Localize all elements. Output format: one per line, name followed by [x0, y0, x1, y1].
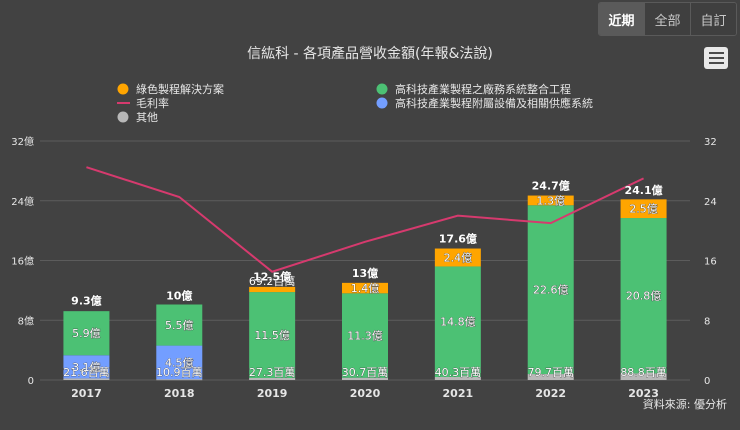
bar-data-label: 22.6億: [533, 284, 569, 297]
bar-data-label: 30.7百萬: [342, 366, 389, 379]
bar-data-label: 14.8億: [440, 316, 476, 329]
y-left-tick-label: 24億: [11, 195, 34, 208]
bar-data-label: 5.9億: [72, 327, 101, 340]
bar-total-label: 13億: [352, 266, 378, 280]
bar-segment: [342, 293, 388, 378]
bar-segment: [249, 292, 296, 378]
bar-data-label: 4.5億: [165, 356, 194, 369]
bar-data-label: 2.5億: [629, 203, 658, 216]
bar-segment: [620, 218, 667, 374]
bar-segment: [434, 376, 481, 380]
x-tick-label: 2019: [257, 387, 288, 400]
bar-total-label: 10億: [166, 288, 192, 302]
x-tick-label: 2018: [164, 387, 195, 400]
range-tabs: 近期 全部 自訂: [598, 2, 737, 36]
bar-segment: [249, 377, 296, 380]
legend-marker: [117, 83, 129, 95]
bar-total-label: 9.3億: [71, 294, 102, 308]
y-right-tick-label: 8: [704, 316, 710, 327]
bar-data-label: 11.3億: [347, 330, 383, 343]
y-left-tick-label: 8億: [18, 314, 34, 327]
y-right-tick-label: 16: [704, 257, 717, 268]
bar-data-label: 2.4億: [444, 251, 473, 264]
x-tick-label: 2021: [443, 387, 474, 400]
bar-data-label: 5.5億: [165, 319, 194, 332]
bar-data-label: 69.2百萬: [249, 275, 296, 288]
legend-marker: [376, 83, 388, 95]
bar-data-label: 1.3億: [536, 194, 565, 207]
tab-all[interactable]: 全部: [644, 3, 690, 35]
bar-total-label: 24.1億: [625, 183, 663, 197]
bar-data-label: 20.8億: [626, 290, 662, 303]
bar-segment: [620, 199, 667, 219]
bar-total-label: 12.5億: [253, 270, 291, 284]
bar-segment: [156, 379, 203, 381]
x-tick-label: 2022: [535, 387, 566, 400]
bar-data-label: 1.4億: [351, 282, 380, 295]
x-tick-label: 2017: [71, 387, 102, 400]
bar-segment: [63, 355, 110, 379]
gross-margin-line: [86, 166, 645, 273]
tab-recent[interactable]: 近期: [599, 3, 644, 35]
x-tick-label: 2023: [628, 387, 659, 400]
bar-data-label: 40.3百萬: [435, 366, 482, 379]
bar-segment: [156, 345, 203, 380]
tab-custom[interactable]: 自訂: [690, 3, 736, 35]
bar-segment: [620, 373, 667, 380]
chart-title: 信紘科 - 各項產品營收金額(年報&法說): [247, 45, 493, 62]
bar-segment: [527, 205, 574, 375]
legend-marker: [376, 97, 388, 109]
bar-data-label: 88.8百萬: [620, 366, 667, 379]
x-tick-label: 2020: [350, 387, 381, 400]
legend-marker: [117, 111, 129, 123]
y-left-tick-label: 0: [28, 376, 34, 387]
bar-segment: [527, 195, 574, 206]
bar-segment: [434, 248, 481, 267]
y-right-tick-label: 0: [704, 376, 710, 387]
bar-data-label: 11.5億: [254, 329, 290, 342]
legend-label: 高科技產業製程附屬設備及相關供應系統: [395, 96, 593, 110]
bar-segment: [63, 311, 110, 356]
bar-segment: [527, 374, 574, 380]
bar-segment: [156, 304, 203, 346]
bar-total-label: 17.6億: [439, 232, 477, 246]
hamburger-menu-icon[interactable]: [704, 47, 728, 69]
legend-label: 其他: [136, 111, 158, 124]
legend-label: 毛利率: [136, 96, 169, 110]
legend-label: 綠色製程解決方案: [136, 82, 224, 96]
bar-segment: [249, 286, 296, 293]
y-left-tick-label: 16億: [11, 255, 34, 268]
bar-segment: [342, 377, 388, 380]
bar-data-label: 27.3百萬: [249, 366, 296, 379]
bar-segment: [434, 266, 481, 377]
bar-total-label: 24.7億: [532, 179, 570, 193]
bar-data-label: 79.7百萬: [527, 366, 574, 379]
source-label: 資料來源: 優分析: [643, 397, 727, 411]
bar-data-label: 3.1億: [72, 361, 101, 374]
legend-label: 高科技產業製程之廠務系統整合工程: [395, 82, 571, 96]
y-left-tick-label: 32億: [11, 135, 34, 148]
y-right-tick-label: 24: [704, 197, 717, 208]
bar-segment: [342, 282, 388, 294]
y-right-tick-label: 32: [704, 137, 717, 148]
bar-data-label: 10.9百萬: [156, 366, 203, 379]
bar-data-label: 21.6百萬: [63, 366, 110, 379]
bar-segment: [63, 378, 110, 380]
